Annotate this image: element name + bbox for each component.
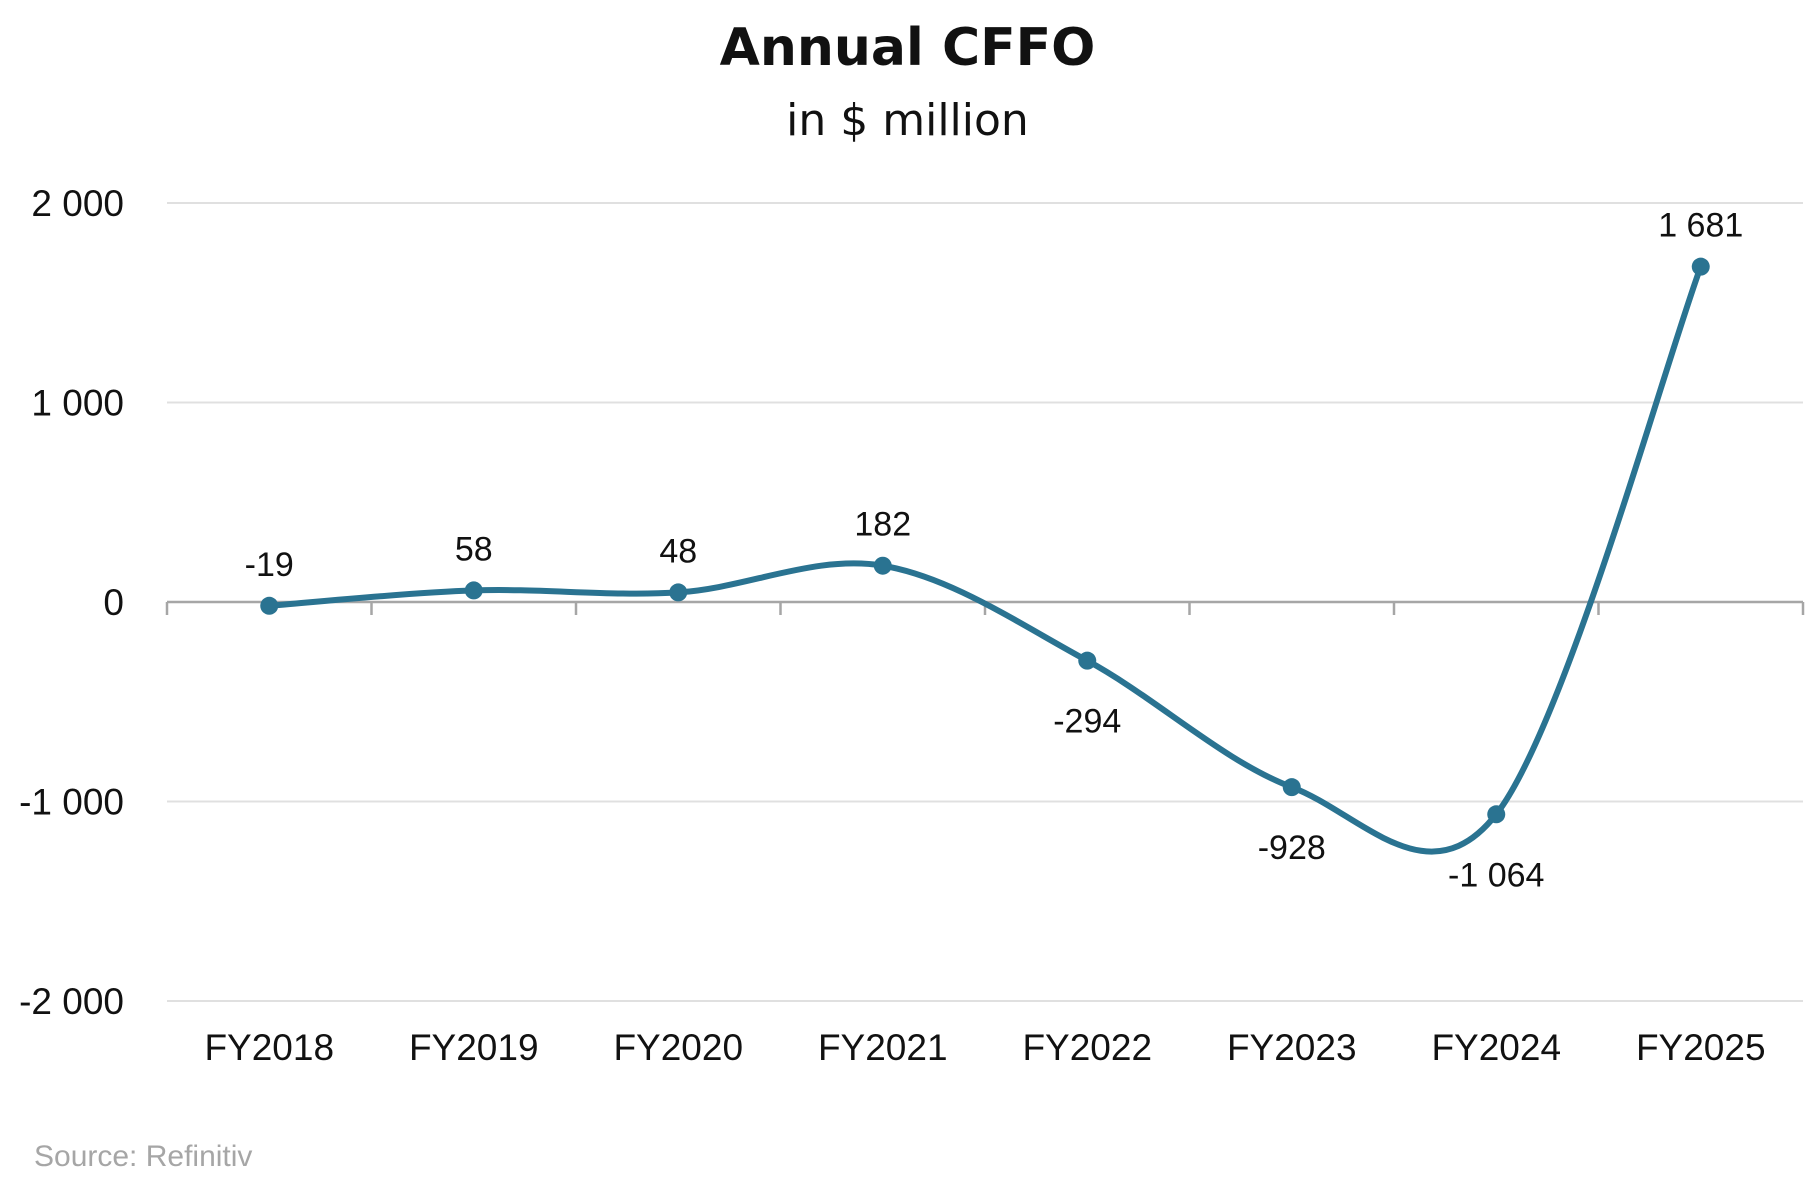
data-point [669,583,688,602]
data-point [1691,257,1710,276]
data-point [260,596,279,615]
data-point [464,581,483,600]
y-tick-label: -2 000 [19,981,124,1022]
data-label: 1 681 [1658,207,1743,245]
source-note: Source: Refinitiv [34,1140,253,1173]
chart-subtitle: in $ million [786,95,1029,146]
data-point [873,556,892,575]
data-point [1282,778,1301,797]
data-label: -928 [1258,829,1326,867]
x-tick-label: FY2025 [1636,1027,1766,1068]
x-tick-label: FY2022 [1022,1027,1152,1068]
y-tick-label: 1 000 [31,383,124,424]
data-label: 48 [659,532,697,570]
data-label: -19 [245,546,294,584]
x-tick-label: FY2021 [818,1027,948,1068]
y-tick-label: -1 000 [19,782,124,823]
x-tick-label: FY2018 [204,1027,334,1068]
data-label: 58 [455,530,493,568]
chart-title: Annual CFFO [719,18,1096,78]
data-label: -1 064 [1448,856,1544,894]
data-point [1078,651,1097,670]
x-tick-label: FY2024 [1431,1027,1561,1068]
data-label: -294 [1053,703,1121,741]
y-tick-label: 0 [103,582,124,623]
x-tick-label: FY2023 [1227,1027,1357,1068]
data-label: 182 [854,506,911,544]
x-tick-label: FY2020 [613,1027,743,1068]
data-point [1487,805,1506,824]
y-tick-label: 2 000 [31,183,124,224]
series-line [266,263,1704,855]
x-tick-label: FY2019 [409,1027,539,1068]
